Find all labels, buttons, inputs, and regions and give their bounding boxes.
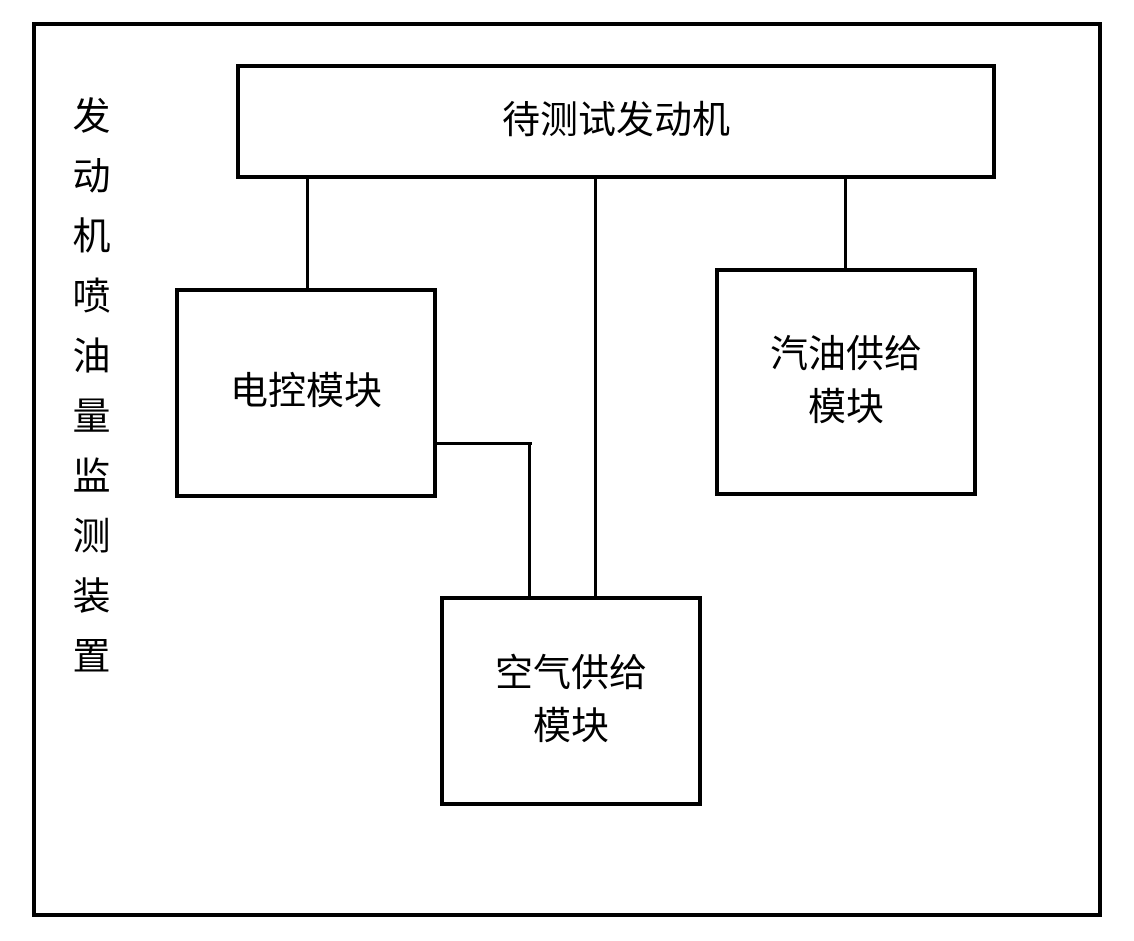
edge-ecu-air-h (437, 442, 532, 445)
node-air: 空气供给模块 (440, 596, 702, 806)
edge-engine-ecu (306, 179, 309, 288)
node-ecu-label: 电控模块 (230, 366, 382, 419)
node-engine: 待测试发动机 (236, 64, 996, 179)
node-air-label: 空气供给模块 (495, 648, 647, 754)
edge-ecu-air-v (528, 442, 531, 598)
node-fuel: 汽油供给模块 (715, 268, 977, 496)
edge-engine-air (594, 179, 597, 596)
node-fuel-label: 汽油供给模块 (770, 329, 922, 435)
diagram-title-vertical: 发动机喷油量监测装置 (68, 96, 106, 696)
node-ecu: 电控模块 (175, 288, 437, 498)
edge-engine-fuel (844, 179, 847, 268)
node-engine-label: 待测试发动机 (502, 95, 730, 148)
